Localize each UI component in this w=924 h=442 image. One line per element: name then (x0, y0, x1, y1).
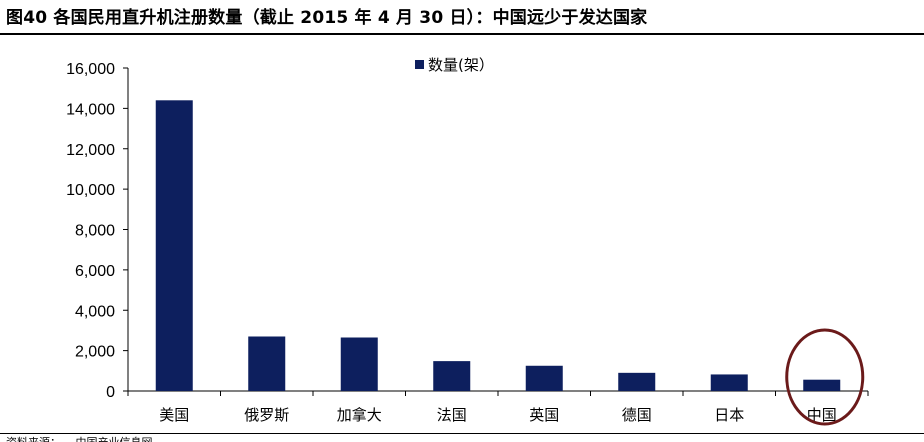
bar (155, 100, 193, 392)
bar (710, 374, 748, 391)
x-tick-label: 法国 (437, 406, 467, 424)
legend: 数量(架） (415, 56, 494, 74)
x-tick-label: 中国 (807, 406, 837, 424)
bar-chart: 0 2,000 4,000 6,000 8,000 10,000 12,000 14,000 1… (66, 56, 869, 426)
bottom-rule (0, 433, 924, 434)
x-tick-label: 加拿大 (337, 406, 382, 424)
y-tick-label: 12,000 (66, 142, 115, 159)
x-tick-label: 俄罗斯 (244, 406, 289, 424)
x-tick-label: 德国 (622, 406, 652, 424)
title-rule (0, 33, 924, 35)
y-tick-label: 16,000 (66, 61, 115, 78)
bar (340, 337, 378, 391)
y-tick-label: 8,000 (75, 223, 115, 240)
highlight-circle (785, 328, 865, 426)
x-tick-label: 日本 (714, 406, 744, 424)
source-note: 资料来源： ，中国产业信息网 (6, 434, 153, 442)
y-tick-label: 0 (106, 384, 115, 401)
x-tick-label: 美国 (159, 406, 189, 424)
bar (525, 365, 563, 391)
bar (803, 379, 841, 391)
legend-swatch (415, 60, 424, 69)
x-axis (127, 390, 869, 396)
figure-title: 图40 各国民用直升机注册数量（截止 2015 年 4 月 30 日）：中国远少… (6, 8, 648, 28)
y-axis: 0 2,000 4,000 6,000 8,000 10,000 12,000 14,000 1… (66, 61, 129, 401)
legend-label: 数量(架） (428, 56, 494, 74)
bar (248, 336, 286, 391)
y-tick-label: 10,000 (66, 182, 115, 199)
y-tick-label: 4,000 (75, 303, 115, 320)
bar (618, 372, 656, 391)
bars (155, 100, 841, 392)
bar (433, 361, 471, 391)
category-labels: 美国 俄罗斯 加拿大 法国 英国 德国 日本 中国 (159, 406, 837, 424)
y-tick-label: 2,000 (75, 344, 115, 361)
y-tick-label: 14,000 (66, 101, 115, 118)
y-tick-label: 6,000 (75, 263, 115, 280)
x-tick-label: 英国 (529, 406, 559, 424)
